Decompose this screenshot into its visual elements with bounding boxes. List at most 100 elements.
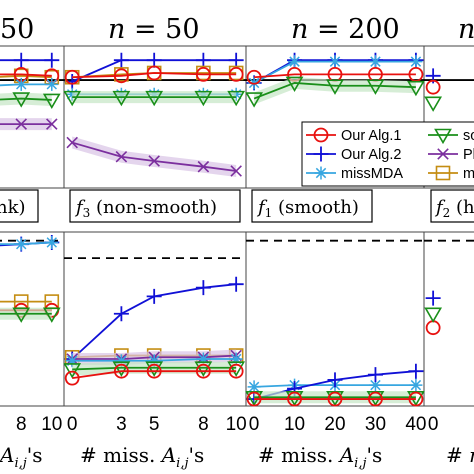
panel-top-1	[0, 52, 64, 131]
legend-entry-alg2: Our Alg.2	[306, 146, 401, 163]
box-label-4-text: f2 (h	[434, 197, 474, 220]
legend-marker-m	[435, 165, 451, 181]
point-soft-4	[227, 90, 246, 107]
x-tick-bottom-2-0: 0	[67, 414, 78, 435]
point-alg1-1	[113, 68, 129, 84]
line-soft	[0, 97, 52, 101]
x-tick-bottom-3-30: 30	[365, 414, 386, 435]
point-alg2-2	[327, 372, 343, 388]
point-alg2-3	[195, 52, 211, 68]
point-alg1-1	[113, 363, 129, 379]
point-soft-1	[12, 307, 31, 323]
point-pl-4	[230, 165, 242, 177]
legend-marker-alg1	[313, 127, 329, 143]
point-soft-2	[145, 361, 164, 377]
series-soft	[424, 307, 443, 323]
point-alg2-1	[13, 52, 29, 68]
point-soft-1	[112, 361, 131, 377]
panel-title-3: n = 200	[291, 14, 400, 45]
x-tick-bottom-4-0: 0	[428, 414, 439, 435]
point-alg1-2	[327, 391, 343, 407]
box-label-1: nk)	[0, 189, 39, 223]
legend-label-alg1: Our Alg.1	[341, 128, 401, 144]
point-missmda-3	[368, 55, 382, 69]
point-alg2-2	[146, 288, 162, 304]
point-missmda-4	[409, 378, 423, 392]
point-missmda-4	[229, 352, 243, 366]
legend-label-soft: so	[463, 128, 474, 144]
legend-entry-alg1: Our Alg.1	[306, 127, 401, 144]
point-alg1-0	[64, 69, 80, 85]
point-soft-2	[326, 79, 344, 95]
x-tick-labels: 8 10 0 3 5 8 10 0 10 20 30 40 0	[16, 414, 438, 435]
line-alg1	[72, 72, 237, 79]
point-alg2-2	[44, 52, 60, 68]
series-pl	[66, 136, 242, 177]
point-alg1-0	[64, 370, 80, 386]
point-soft-2	[42, 93, 61, 110]
point-missmda-1	[14, 77, 28, 91]
point-soft-1	[285, 76, 304, 93]
box-label-1-text: nk)	[0, 197, 26, 218]
point-missmda-2	[328, 55, 342, 69]
point-pl-2	[148, 155, 160, 167]
x-tick-bottom-1-10: 10	[41, 414, 62, 435]
legend-entry-m: m	[428, 165, 474, 182]
point-missmda-4	[409, 55, 423, 69]
series-alg2	[0, 52, 60, 68]
x-tick-bottom-3-20: 20	[324, 414, 345, 435]
x-tick-bottom-1-8: 8	[16, 414, 27, 435]
point-alg1-4	[228, 363, 244, 379]
point-soft-3	[194, 90, 213, 107]
series-alg1	[246, 391, 424, 407]
point-missmda-3	[196, 352, 210, 366]
box-label-3-text: f1 (smooth)	[256, 197, 359, 220]
panel-bottom-3	[245, 239, 425, 407]
point-pl-2	[46, 118, 58, 130]
point-missmda-0	[247, 380, 261, 394]
xlabel-1: Ai,j's	[0, 443, 43, 471]
line-alg1	[72, 370, 237, 380]
x-tick-bottom-2-3: 3	[116, 414, 127, 435]
x-tick-bottom-2-8: 8	[198, 414, 209, 435]
point-alg1-0	[246, 69, 262, 85]
series-alg2	[425, 290, 441, 306]
point-soft-2	[42, 307, 61, 323]
point-pl-3	[197, 160, 210, 173]
legend-entry-soft: so	[428, 128, 474, 145]
point-missmda-2	[45, 235, 59, 249]
point-soft-0	[424, 307, 443, 323]
point-alg2-4	[408, 363, 424, 379]
point-missmda-1	[114, 354, 128, 368]
legend-label-pl: Pl	[463, 147, 474, 163]
point-missmda-2	[45, 77, 59, 91]
point-soft-0	[63, 363, 82, 379]
frame-row-1	[0, 45, 474, 189]
legend-marker-pl	[437, 148, 449, 160]
panel-title-1: 50	[0, 14, 34, 45]
series-soft	[0, 92, 61, 110]
point-alg1-1	[287, 391, 302, 407]
legend: Our Alg.1 Our Alg.2 missMDA so Pl m	[301, 121, 474, 187]
point-alg1-2	[146, 363, 162, 379]
series-soft	[0, 307, 61, 323]
series-alg1	[425, 79, 441, 95]
line-alg1	[0, 73, 52, 77]
point-alg1-4	[408, 391, 424, 407]
panel-title-4: n	[458, 14, 474, 45]
box-label-2-text: f3 (non-smooth)	[74, 197, 217, 220]
line-soft	[253, 82, 416, 100]
point-alg2-2	[146, 52, 162, 68]
point-alg2-3	[195, 280, 211, 296]
box-label-4: f2 (h	[430, 189, 474, 223]
point-alg1-0	[246, 391, 262, 407]
series-layer	[0, 52, 474, 407]
panel-frames	[0, 45, 474, 407]
line-soft	[72, 366, 237, 371]
point-missmda-1	[288, 55, 302, 69]
x-tick-bottom-3-0: 0	[249, 414, 260, 435]
point-soft-3	[194, 361, 213, 377]
series-pl	[0, 118, 58, 131]
legend-entry-pl: Pl	[428, 147, 474, 163]
